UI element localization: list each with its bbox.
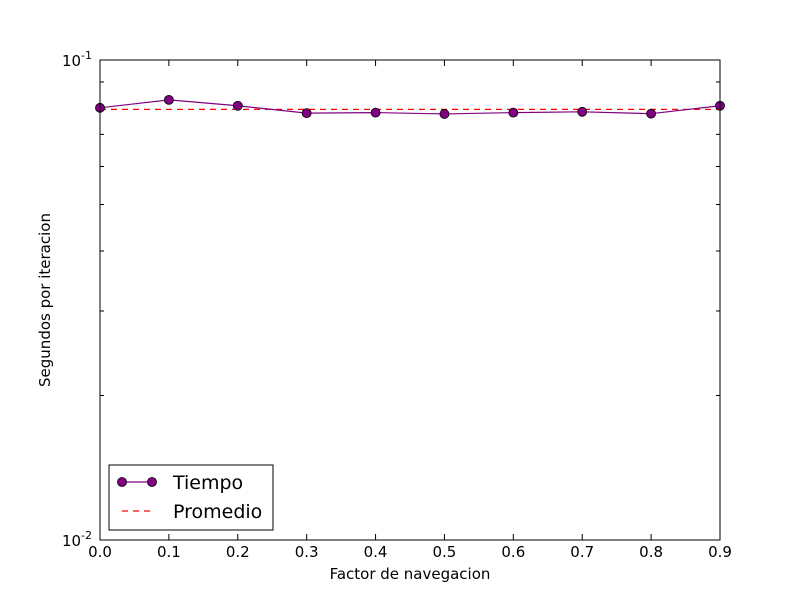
legend-tiempo-label: Tiempo — [172, 472, 243, 494]
x-tick-label-8: 0.8 — [639, 543, 663, 561]
legend-box — [108, 464, 274, 531]
x-tick-labels: 0.0 0.1 0.2 0.3 0.4 0.5 0.6 0.7 0.8 0.9 — [88, 543, 732, 561]
tiempo-point-4 — [370, 107, 381, 118]
y-tick-label-1: 10-1 — [62, 49, 92, 70]
x-tick-label-7: 0.7 — [570, 543, 594, 561]
tiempo-point-8 — [646, 108, 657, 119]
x-tick-label-2: 0.2 — [226, 543, 250, 561]
tiempo-point-2 — [232, 100, 243, 111]
tiempo-point-3 — [301, 108, 312, 119]
legend-tiempo-marker-right — [147, 477, 157, 487]
legend-promedio-label: Promedio — [173, 501, 262, 523]
tiempo-point-6 — [508, 107, 519, 118]
x-tick-label-5: 0.5 — [433, 543, 457, 561]
tiempo-point-7 — [577, 106, 588, 117]
x-tick-label-4: 0.4 — [364, 543, 388, 561]
x-tick-label-1: 0.1 — [157, 543, 181, 561]
legend: Tiempo Promedio — [108, 464, 274, 531]
plot-area — [100, 60, 720, 540]
legend-tiempo-marker-left — [117, 477, 127, 487]
x-tick-label-9: 0.9 — [708, 543, 732, 561]
x-tick-label-3: 0.3 — [295, 543, 319, 561]
y-tick-labels: 10-2 10-1 — [62, 49, 92, 550]
x-tick-label-0: 0.0 — [88, 543, 112, 561]
x-axis-label: Factor de navegacion — [330, 565, 491, 583]
tiempo-point-5 — [439, 109, 450, 119]
x-tick-label-6: 0.6 — [501, 543, 525, 561]
y-axis-label: Segundos por iteracion — [36, 213, 54, 387]
tiempo-point-1 — [163, 94, 174, 105]
y-tick-label-0: 10-2 — [62, 529, 92, 550]
minor-ticks — [100, 81, 720, 397]
series-tiempo-line — [99, 99, 721, 115]
plot-frame — [99, 59, 721, 541]
series-layer — [95, 94, 725, 119]
